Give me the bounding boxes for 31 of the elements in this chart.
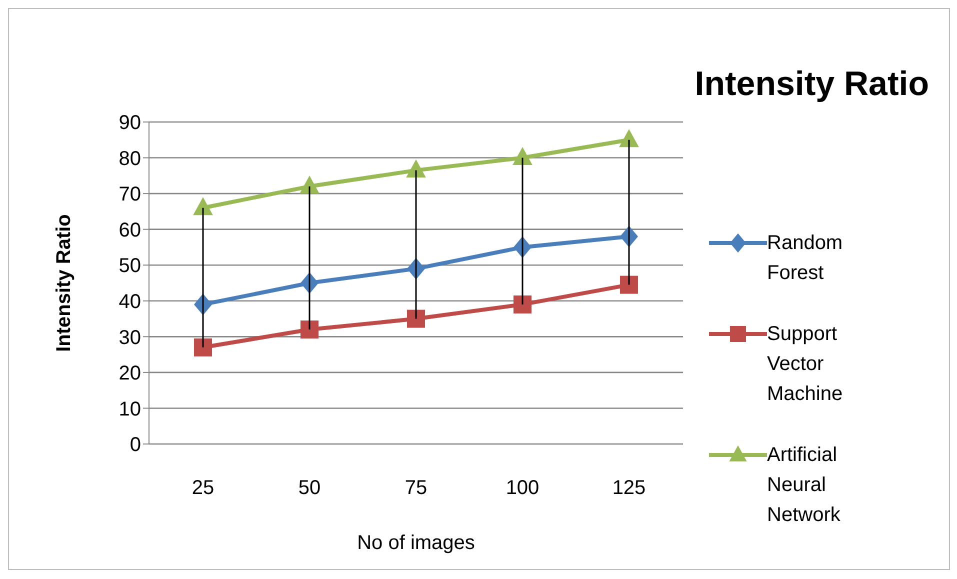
point bbox=[514, 295, 532, 314]
point bbox=[194, 338, 212, 356]
legend-label: Random Forest bbox=[767, 231, 844, 286]
point bbox=[512, 146, 532, 165]
y-tick-label: 60 bbox=[118, 219, 141, 242]
x-axis-title: No of images bbox=[357, 532, 475, 554]
point bbox=[619, 129, 639, 148]
x-tick-label: 75 bbox=[404, 477, 428, 500]
point bbox=[407, 310, 425, 328]
y-tick-label: 40 bbox=[118, 290, 141, 313]
point bbox=[406, 160, 426, 178]
x-tick-label: 125 bbox=[612, 477, 646, 500]
text: Intensity Ratio bbox=[694, 65, 929, 104]
legend-label: Support Vector Machine bbox=[767, 322, 844, 407]
y-tick-label: 90 bbox=[118, 112, 141, 134]
y-axis-title: Intensity Ratio bbox=[53, 214, 76, 352]
y-tick-label: 80 bbox=[118, 148, 141, 170]
legend-label: Artificial Neural Network bbox=[767, 443, 842, 528]
x-tick-label: 100 bbox=[506, 477, 540, 500]
y-tick-label: 30 bbox=[118, 326, 141, 349]
point bbox=[193, 197, 213, 216]
point bbox=[300, 320, 318, 339]
x-tick-label: 50 bbox=[298, 477, 321, 500]
y-tick-label: 0 bbox=[130, 434, 141, 456]
y-tick-label: 50 bbox=[118, 255, 141, 278]
y-tick-label: 20 bbox=[118, 362, 141, 385]
y-tick-label: 70 bbox=[118, 184, 141, 206]
x-tick-label: 25 bbox=[192, 477, 214, 500]
point bbox=[300, 176, 320, 194]
y-tick-label: 10 bbox=[118, 398, 141, 420]
point bbox=[620, 276, 638, 294]
